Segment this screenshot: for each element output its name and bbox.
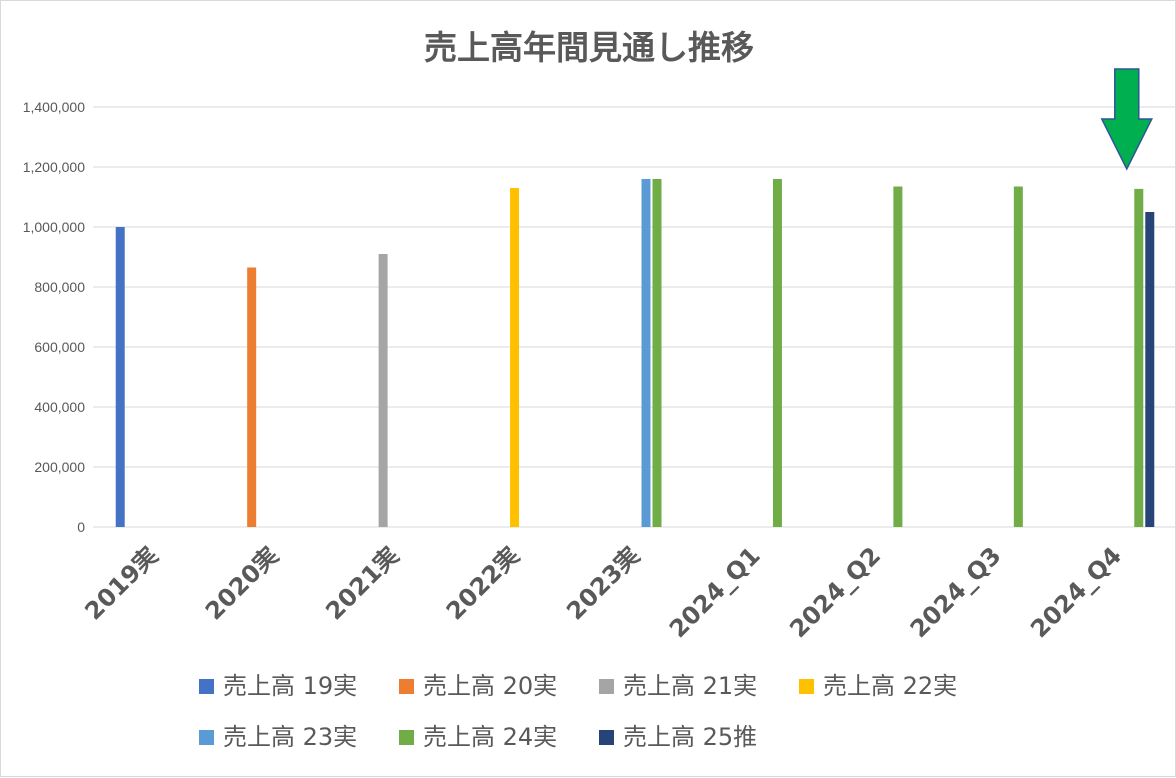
y-tick-label: 1,000,000 xyxy=(23,219,85,235)
bar xyxy=(378,254,388,527)
legend-swatch xyxy=(599,679,614,694)
legend-item: 売上高 25推 xyxy=(599,723,757,751)
legend-item: 売上高 22実 xyxy=(799,672,957,700)
legend-item: 売上高 21実 xyxy=(599,672,757,700)
legend-item: 売上高 19実 xyxy=(199,672,357,700)
gridlines xyxy=(93,106,1176,528)
legend-label: 売上高 19実 xyxy=(223,672,357,700)
legend-label: 売上高 23実 xyxy=(223,723,357,751)
legend-swatch xyxy=(599,730,614,745)
x-tick-label: 2024_Q2 xyxy=(784,541,886,643)
x-tick-label: 2021実 xyxy=(320,541,404,625)
bar xyxy=(115,227,125,527)
legend-swatch xyxy=(199,730,214,745)
bar xyxy=(247,267,257,527)
y-tick-label: 1,400,000 xyxy=(23,99,85,115)
annotation xyxy=(1100,68,1153,171)
bar xyxy=(1134,188,1144,527)
legend-swatch xyxy=(199,679,214,694)
y-tick-label: 600,000 xyxy=(34,339,85,355)
legend-label: 売上高 24実 xyxy=(423,723,557,751)
x-tick-label: 2024_Q3 xyxy=(905,541,1007,643)
x-tick-label: 2024_Q1 xyxy=(664,541,766,643)
legend-item: 売上高 23実 xyxy=(199,723,357,751)
x-tick-label: 2022実 xyxy=(441,541,525,625)
y-axis-ticks: 0 200,000 400,000 600,000 800,000 1,000,000 1,… xyxy=(23,99,86,535)
y-tick-label: 800,000 xyxy=(34,279,85,295)
bar xyxy=(1013,186,1023,527)
bars xyxy=(115,179,1155,527)
chart-title: 売上高年間見通し推移 xyxy=(424,28,754,67)
bar xyxy=(772,179,782,527)
legend-item: 売上高 20実 xyxy=(399,672,557,700)
legend-item: 売上高 24実 xyxy=(399,723,557,751)
x-tick-label: 2023実 xyxy=(561,541,645,625)
y-tick-label: 1,200,000 xyxy=(23,159,85,175)
x-tick-label: 2019実 xyxy=(79,541,163,625)
y-tick-label: 400,000 xyxy=(34,399,85,415)
legend-swatch xyxy=(399,679,414,694)
x-tick-label: 2020実 xyxy=(200,541,284,625)
bar xyxy=(652,179,662,527)
down-arrow-icon xyxy=(1100,68,1153,171)
legend-swatch xyxy=(799,679,814,694)
bar xyxy=(893,186,903,527)
legend-label: 売上高 25推 xyxy=(623,723,757,751)
x-tick-label: 2024_Q4 xyxy=(1025,541,1127,643)
bar xyxy=(1145,212,1155,527)
legend-label: 売上高 21実 xyxy=(623,672,757,700)
legend-swatch xyxy=(399,730,414,745)
y-tick-label: 0 xyxy=(77,519,85,535)
bar xyxy=(641,179,651,527)
bar xyxy=(510,188,520,527)
y-tick-label: 200,000 xyxy=(34,459,85,475)
legend-label: 売上高 20実 xyxy=(423,672,557,700)
x-axis-ticks: 2019実 2020実 2021実 2022実 2023実 2024_Q1 2024_Q2 2… xyxy=(79,541,1127,643)
legend-label: 売上高 22実 xyxy=(823,672,957,700)
